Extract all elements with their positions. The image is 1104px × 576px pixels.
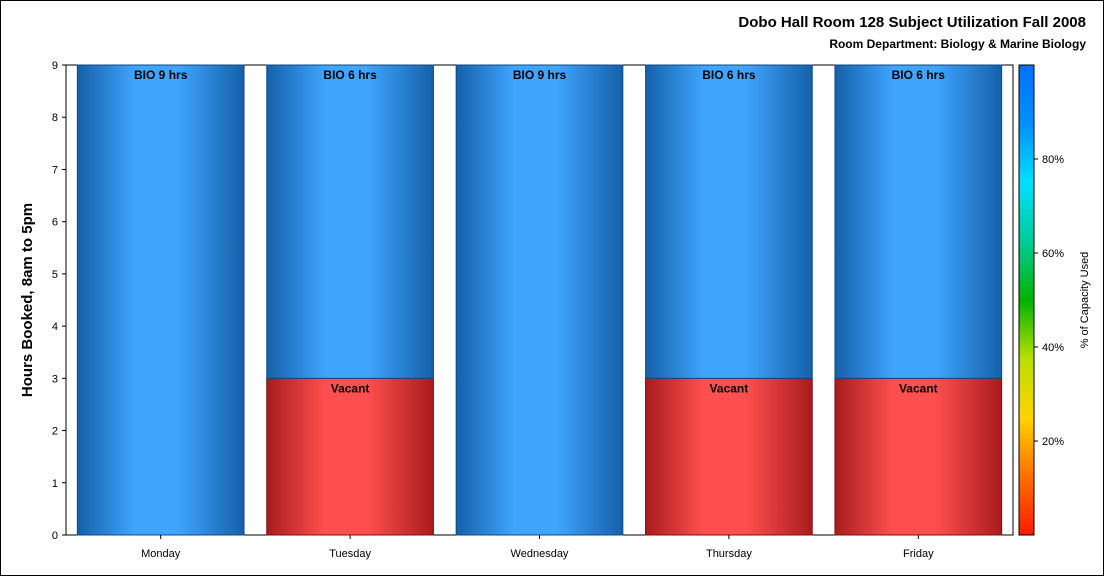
y-tick-label: 1 — [52, 478, 58, 490]
x-tick-label: Wednesday — [511, 548, 569, 560]
y-axis-label: Hours Booked, 8am to 5pm — [19, 203, 36, 397]
y-tick-label: 9 — [52, 60, 58, 72]
bar-thursday-bio — [645, 64, 813, 379]
y-tick-label: 4 — [52, 321, 58, 333]
y-tick-label: 2 — [52, 426, 58, 438]
bar-label: Vacant — [331, 381, 370, 395]
bar-label: Vacant — [710, 381, 749, 395]
x-tick-label: Thursday — [706, 548, 752, 560]
x-tick-label: Monday — [141, 548, 181, 560]
colorbar-title: % of Capacity Used — [1079, 252, 1091, 349]
y-tick-label: 0 — [52, 530, 58, 542]
bar-label: BIO 9 hrs — [513, 68, 567, 82]
bar-tuesday-vacant — [266, 377, 434, 536]
x-tick-label: Friday — [903, 548, 934, 560]
y-tick-label: 8 — [52, 112, 58, 124]
bar-wednesday-bio — [455, 64, 624, 536]
bar-label: BIO 6 hrs — [892, 68, 946, 82]
colorbar-tick-label: 40% — [1042, 342, 1064, 354]
bar-label: BIO 6 hrs — [702, 68, 756, 82]
colorbar-tick-label: 20% — [1042, 436, 1064, 448]
x-tick-label: Tuesday — [329, 548, 371, 560]
bar-tuesday-bio — [266, 64, 434, 379]
bar-thursday-vacant — [645, 377, 813, 536]
bar-monday-bio — [76, 64, 245, 536]
y-tick-label: 7 — [52, 164, 58, 176]
bar-label: Vacant — [899, 381, 938, 395]
bar-label: BIO 9 hrs — [134, 68, 188, 82]
y-tick-label: 6 — [52, 217, 58, 229]
bar-label: BIO 6 hrs — [323, 68, 377, 82]
y-tick-label: 5 — [52, 269, 58, 281]
y-tick-label: 3 — [52, 373, 58, 385]
colorbar-tick-label: 80% — [1042, 154, 1064, 166]
chart-title: Dobo Hall Room 128 Subject Utilization F… — [738, 14, 1086, 31]
chart-subtitle: Room Department: Biology & Marine Biolog… — [829, 37, 1086, 51]
bar-friday-vacant — [834, 377, 1003, 536]
bar-friday-bio — [834, 64, 1003, 379]
colorbar-tick-label: 60% — [1042, 248, 1064, 260]
colorbar — [1018, 64, 1035, 536]
